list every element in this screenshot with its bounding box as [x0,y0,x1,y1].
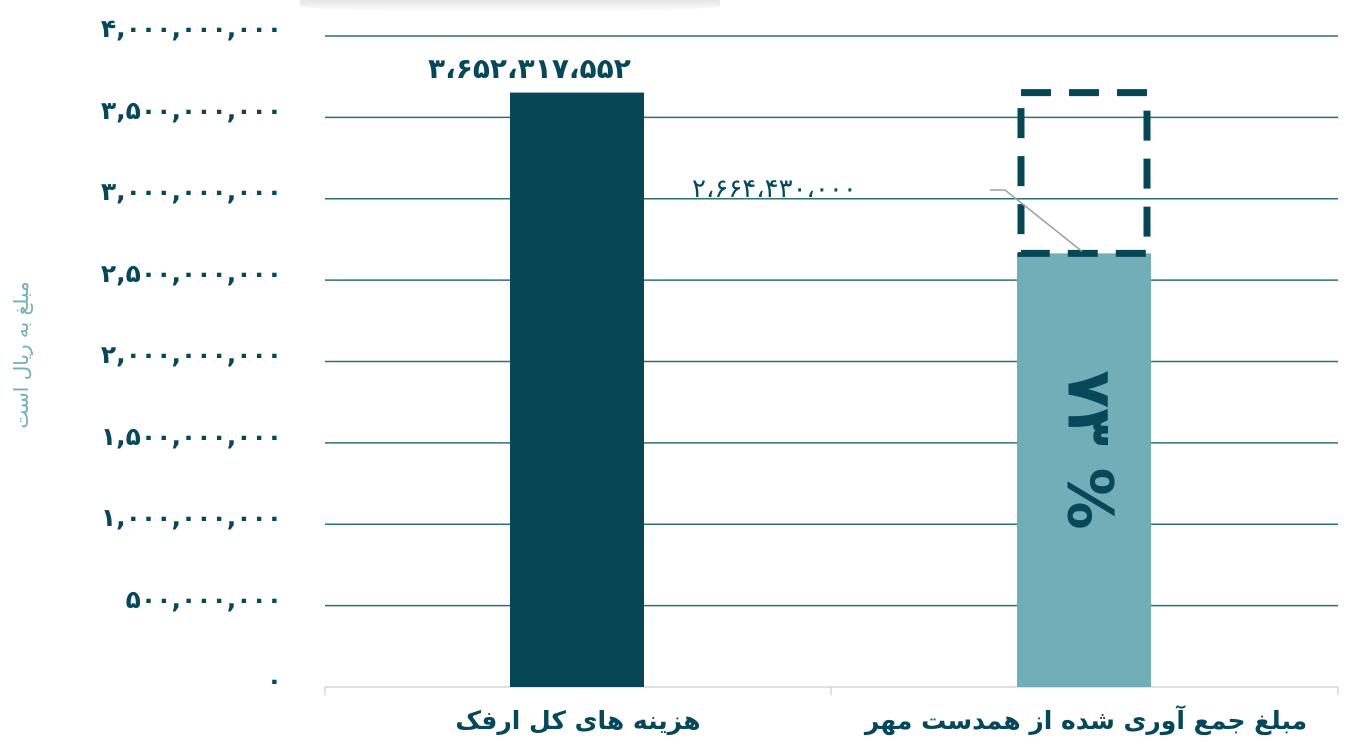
y-tick-label-2b: ۲,۰۰۰,۰۰۰,۰۰۰ [100,340,282,369]
data-label-total-cost: ۳،۶۵۲،۳۱۷،۵۵۲ [428,52,631,85]
bar-0 [510,92,644,687]
y-tick-label-2-5b: ۲,۵۰۰,۰۰۰,۰۰۰ [100,259,282,288]
y-tick-label-3-5b: ۳,۵۰۰,۰۰۰,۰۰۰ [100,96,282,125]
top-shadow [300,0,720,12]
data-label-leader [990,189,1083,252]
y-tick-label-4b: ۴,۰۰۰,۰۰۰,۰۰۰ [100,14,282,43]
y-tick-label-1-5b: ۱,۵۰۰,۰۰۰,۰۰۰ [100,422,282,451]
target-outline [1017,89,1151,257]
y-tick-label-500m: ۵۰۰,۰۰۰,۰۰۰ [125,585,282,614]
percent-label: ۷۳ % [1053,370,1127,530]
y-tick-label-3b: ۳,۰۰۰,۰۰۰,۰۰۰ [100,177,282,206]
x-category-label-collected: مبلغ جمع آوری شده از همدست مهر [864,706,1308,735]
y-tick-label-0: ۰ [266,666,282,695]
bar-1 [1017,253,1151,687]
x-category-label-total-cost: هزینه های کل ارفک [455,706,701,735]
data-label-collected: ۲،۶۶۴،۴۳۰،۰۰۰ [692,174,857,204]
y-tick-label-1b: ۱,۰۰۰,۰۰۰,۰۰۰ [100,503,282,532]
